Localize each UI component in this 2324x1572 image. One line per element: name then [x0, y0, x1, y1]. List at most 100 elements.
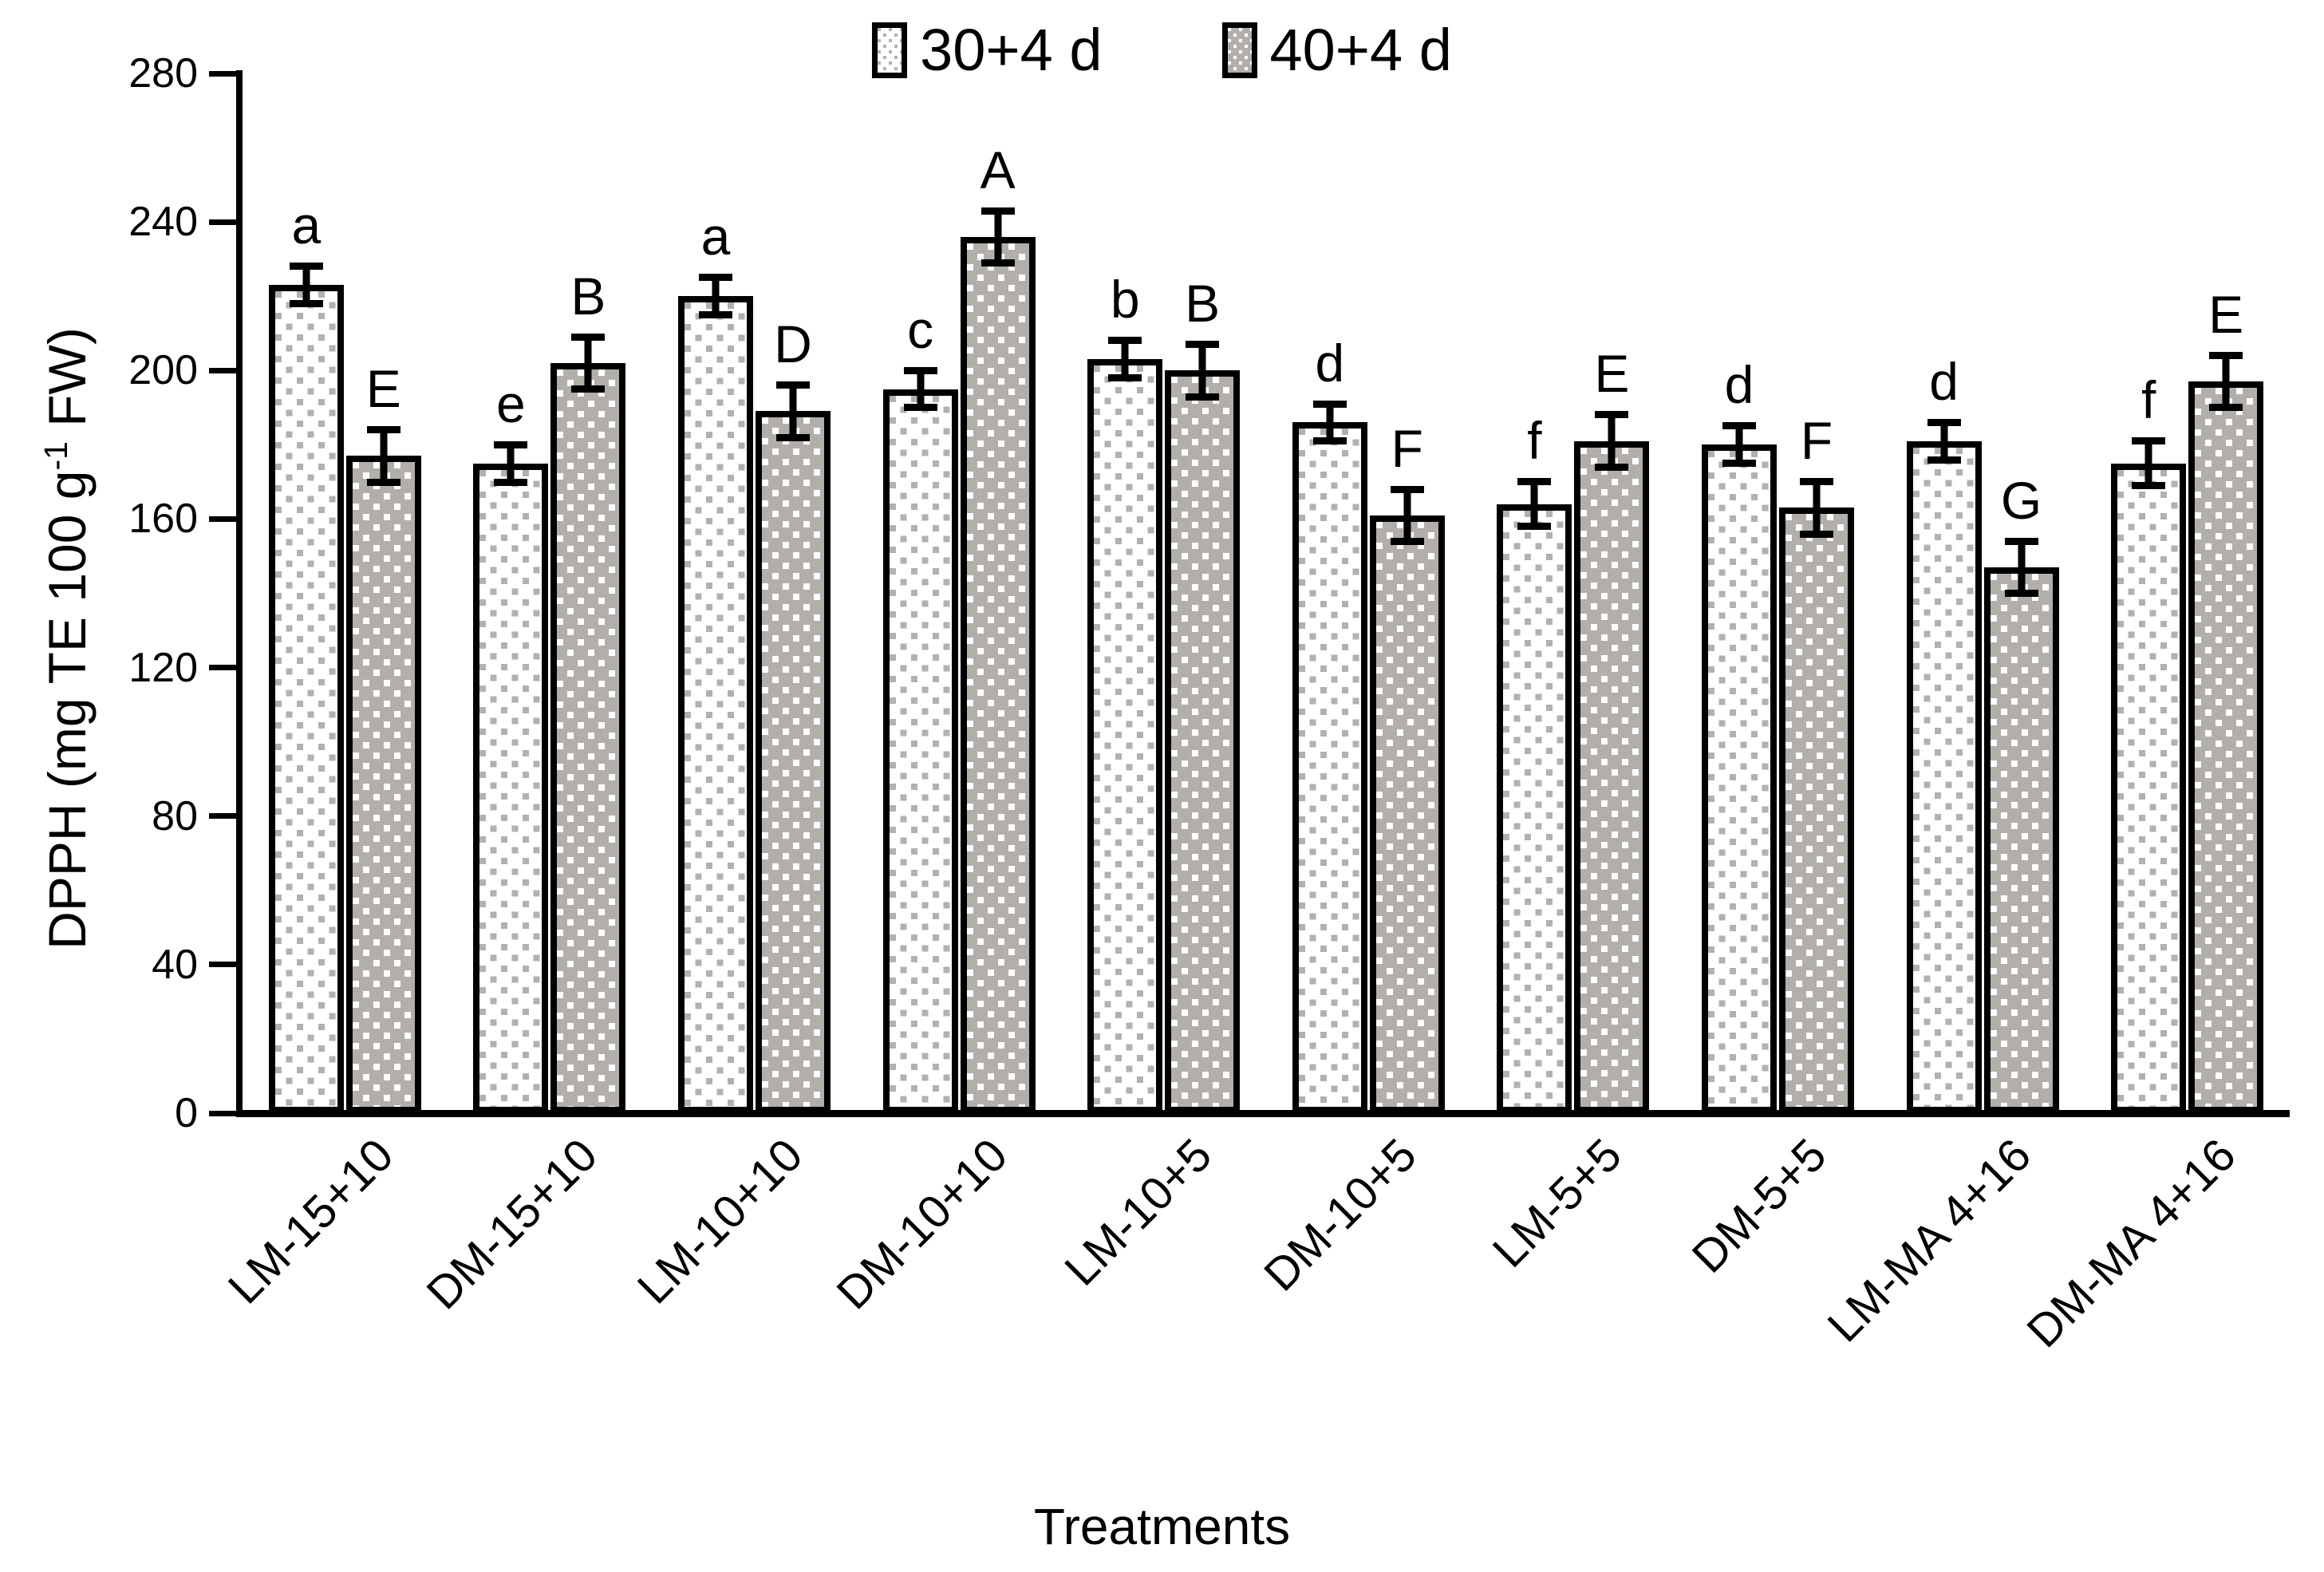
bar-40+4d-DM-5+5 — [1778, 508, 1854, 1113]
bar-30+4d-DM-15+10 — [473, 463, 549, 1113]
bar-slot: E — [2188, 73, 2264, 1113]
significance-letter: A — [980, 140, 1016, 199]
y-tick-label: 240 — [128, 199, 198, 246]
y-tick-mark — [209, 962, 239, 968]
x-axis-line — [236, 1110, 2290, 1117]
x-tick-label: DM-5+5 — [1682, 1128, 1837, 1283]
error-bar-stem — [2018, 537, 2026, 598]
significance-letter: b — [1110, 270, 1140, 330]
significance-letter: c — [907, 299, 934, 359]
error-bar-cap-bottom — [775, 433, 810, 441]
y-axis-title: DPPH (mg TE 100 g-1 FW) — [37, 327, 97, 950]
bar-40+4d-LM-10+10 — [755, 411, 831, 1113]
error-bar-stem — [917, 366, 925, 412]
error-bar — [2132, 437, 2166, 490]
error-bar-stem — [712, 274, 720, 319]
bar-30+4d-DM-5+5 — [1701, 444, 1777, 1113]
bar-30+4d-LM-10+5 — [1087, 359, 1163, 1113]
x-tick-label: LM-10+10 — [627, 1128, 813, 1314]
significance-letter: B — [1185, 274, 1221, 334]
bar-slot: c — [882, 73, 958, 1113]
bar-30+4d-DM-MA 4+16 — [2111, 463, 2187, 1113]
significance-letter: E — [365, 359, 401, 419]
error-bar — [2004, 537, 2038, 598]
error-bar-stem — [1326, 400, 1334, 445]
error-bar — [1517, 478, 1552, 531]
bar-slot: F — [1778, 73, 1854, 1113]
y-tick-label: 200 — [128, 347, 198, 394]
bar-40+4d-LM-MA 4+16 — [1983, 567, 2059, 1113]
legend-swatch-30-4d — [872, 22, 908, 78]
error-bar-stem — [1608, 411, 1616, 471]
significance-letter: B — [570, 266, 606, 326]
error-bar-cap-bottom — [1390, 538, 1424, 546]
bar-30+4d-LM-15+10 — [268, 285, 344, 1113]
bar-40+4d-DM-MA 4+16 — [2188, 381, 2264, 1113]
bar-40+4d-DM-10+5 — [1369, 515, 1445, 1113]
bar-slot: e — [473, 73, 549, 1113]
error-bar-stem — [1940, 418, 1948, 464]
bar-slot: G — [1983, 73, 2059, 1113]
error-bar-cap-bottom — [571, 385, 606, 393]
bar-slot: B — [550, 73, 626, 1113]
error-bar-cap-bottom — [1722, 460, 1756, 468]
error-bar-stem — [1813, 478, 1821, 538]
bar-30+4d-DM-10+10 — [882, 389, 958, 1113]
bar-slot: F — [1369, 73, 1445, 1113]
error-bar-cap-bottom — [1517, 523, 1552, 531]
bar-40+4d-LM-10+5 — [1165, 370, 1241, 1113]
error-bar — [1927, 418, 1961, 464]
error-bar-cap-bottom — [494, 478, 528, 486]
error-bar-stem — [994, 207, 1002, 267]
error-bar-cap-bottom — [289, 300, 323, 308]
error-bar-stem — [2144, 437, 2152, 490]
bar-slot: f — [2111, 73, 2187, 1113]
error-bar-stem — [302, 263, 310, 308]
error-bar-cap-bottom — [1186, 393, 1220, 401]
legend-item-40-4d: 40+4 d — [1221, 21, 1452, 80]
significance-letter: G — [2000, 470, 2042, 530]
error-bar — [775, 381, 810, 441]
error-bar — [903, 366, 937, 412]
error-bar-cap-bottom — [1799, 530, 1833, 538]
error-bar-stem — [1735, 422, 1743, 468]
significance-letter: d — [1724, 355, 1754, 415]
y-tick-mark — [209, 219, 239, 225]
error-bar — [494, 440, 528, 486]
significance-letter: d — [1929, 351, 1959, 411]
error-bar-stem — [1530, 478, 1538, 531]
error-bar-cap-bottom — [1595, 463, 1629, 471]
bar-slot: B — [1165, 73, 1241, 1113]
significance-letter: f — [2141, 370, 2156, 430]
error-bar-cap-bottom — [903, 404, 937, 412]
bar-slot: E — [345, 73, 421, 1113]
error-bar — [980, 207, 1015, 267]
error-bar-cap-bottom — [1108, 374, 1142, 382]
bar-40+4d-DM-15+10 — [550, 362, 626, 1113]
y-tick-label: 120 — [128, 644, 198, 691]
y-tick-mark — [209, 813, 239, 820]
bar-slot: D — [755, 73, 831, 1113]
significance-letter: a — [291, 196, 322, 255]
x-tick-label: DM-10+10 — [827, 1128, 1017, 1320]
significance-letter: E — [1594, 344, 1630, 404]
significance-letter: F — [1391, 418, 1423, 478]
error-bar-cap-bottom — [1312, 437, 1347, 445]
legend-label-30-4d: 30+4 d — [920, 17, 1103, 83]
error-bar-stem — [1121, 337, 1129, 382]
x-tick-label: LM-10+5 — [1055, 1128, 1222, 1296]
bar-30+4d-DM-10+5 — [1292, 422, 1367, 1113]
error-bar — [1108, 337, 1142, 382]
bar-slot: E — [1574, 73, 1650, 1113]
error-bar — [1595, 411, 1629, 471]
x-tick-label: LM-15+10 — [218, 1128, 403, 1314]
bar-40+4d-DM-10+10 — [960, 236, 1036, 1113]
error-bar — [698, 274, 732, 319]
